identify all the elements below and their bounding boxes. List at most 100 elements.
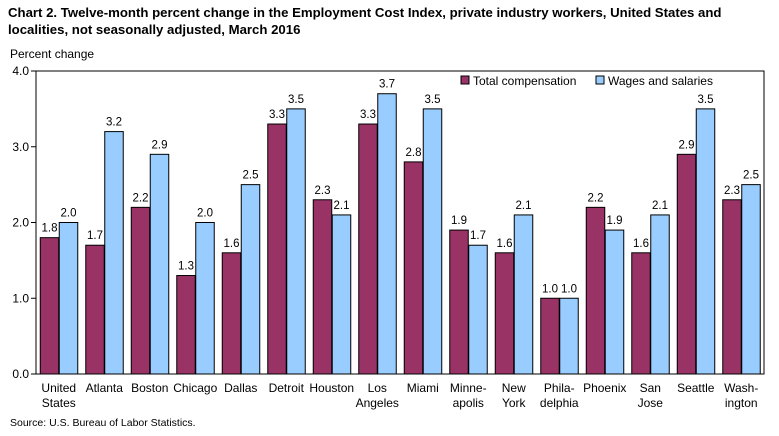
- data-label-wages-and-salaries: 2.0: [197, 208, 213, 220]
- x-tick-label: Minne-: [450, 381, 487, 395]
- bar-total-compensation: [312, 199, 333, 375]
- x-tick-label: Angeles: [356, 396, 399, 410]
- y-tick-label: 0.0: [12, 367, 29, 381]
- bar-wages-and-salaries: [604, 229, 625, 375]
- y-tick-label: 1.0: [12, 291, 29, 305]
- data-label-total-compensation: 1.0: [542, 283, 558, 295]
- bar-total-compensation: [39, 237, 60, 375]
- data-label-total-compensation: 1.6: [633, 238, 649, 250]
- data-label-wages-and-salaries: 2.1: [334, 200, 350, 212]
- data-label-wages-and-salaries: 3.5: [698, 94, 714, 106]
- data-label-total-compensation: 1.9: [451, 215, 467, 227]
- bar-wages-and-salaries: [104, 131, 124, 375]
- data-label-total-compensation: 2.3: [724, 185, 740, 197]
- bar-total-compensation: [494, 252, 515, 375]
- data-label-wages-and-salaries: 1.9: [607, 215, 623, 227]
- data-label-wages-and-salaries: 2.9: [152, 139, 168, 151]
- bar-total-compensation: [176, 275, 196, 375]
- y-tick-label: 3.0: [12, 140, 29, 154]
- x-tick-label: delphia: [540, 396, 579, 410]
- bar-wages-and-salaries: [650, 214, 670, 375]
- x-tick-label: Wash-: [724, 381, 758, 395]
- data-label-total-compensation: 3.3: [360, 109, 376, 121]
- bar-total-compensation: [631, 252, 651, 375]
- source-note: Source: U.S. Bureau of Labor Statistics.: [10, 417, 196, 429]
- x-tick-label: San: [640, 381, 661, 395]
- x-tick-label: New: [502, 381, 526, 395]
- data-label-wages-and-salaries: 2.1: [652, 200, 668, 212]
- chart-title-line-1: Chart 2. Twelve-month percent change in …: [8, 5, 722, 20]
- bar-wages-and-salaries: [513, 214, 534, 375]
- bar-wages-and-salaries: [286, 108, 306, 375]
- data-label-total-compensation: 1.8: [42, 223, 58, 235]
- data-label-total-compensation: 2.2: [133, 192, 149, 204]
- data-label-wages-and-salaries: 1.7: [470, 230, 486, 242]
- data-label-total-compensation: 1.6: [224, 238, 240, 250]
- y-tick-label: 4.0: [12, 64, 29, 78]
- legend-swatch-wages-and-salaries: [595, 75, 605, 85]
- y-tick-label: 2.0: [12, 216, 29, 230]
- x-tick-label: Houston: [309, 381, 354, 395]
- data-label-wages-and-salaries: 2.1: [516, 200, 532, 212]
- x-tick-label: apolis: [453, 396, 484, 410]
- bar-total-compensation: [403, 161, 424, 375]
- data-label-total-compensation: 2.9: [679, 139, 695, 151]
- data-label-total-compensation: 3.3: [269, 109, 285, 121]
- bar-total-compensation: [722, 199, 742, 375]
- bar-wages-and-salaries: [559, 297, 579, 375]
- x-tick-label: Boston: [131, 381, 168, 395]
- data-label-total-compensation: 1.7: [87, 230, 103, 242]
- x-tick-label: Phoenix: [583, 381, 626, 395]
- bar-total-compensation: [676, 153, 697, 375]
- x-tick-label: Phila-: [544, 381, 575, 395]
- bar-total-compensation: [358, 123, 378, 375]
- bar-total-compensation: [221, 252, 242, 375]
- x-tick-label: Atlanta: [86, 381, 124, 395]
- x-tick-label: Los: [368, 381, 387, 395]
- data-label-wages-and-salaries: 3.2: [106, 117, 122, 129]
- x-tick-label: United: [41, 381, 76, 395]
- x-tick-label: Detroit: [269, 381, 305, 395]
- bar-wages-and-salaries: [695, 108, 716, 375]
- data-label-wages-and-salaries: 3.5: [425, 94, 441, 106]
- chart-title: Chart 2. Twelve-month percent change in …: [8, 4, 778, 38]
- data-label-wages-and-salaries: 2.5: [243, 170, 259, 182]
- bar-total-compensation: [540, 297, 560, 375]
- bar-total-compensation: [130, 206, 151, 375]
- data-label-total-compensation: 1.3: [178, 261, 194, 273]
- bar-total-compensation: [449, 229, 469, 375]
- legend-label-wages-and-salaries: Wages and salaries: [608, 74, 713, 88]
- x-tick-label: Miami: [407, 381, 439, 395]
- bar-wages-and-salaries: [741, 184, 761, 375]
- data-label-wages-and-salaries: 3.7: [379, 79, 395, 91]
- data-label-total-compensation: 1.6: [497, 238, 513, 250]
- x-tick-label: York: [502, 396, 527, 410]
- bar-wages-and-salaries: [422, 108, 443, 375]
- bar-total-compensation: [585, 206, 606, 375]
- legend-label-total-compensation: Total compensation: [473, 74, 576, 88]
- data-label-wages-and-salaries: 2.5: [743, 170, 759, 182]
- legend-swatch-total-compensation: [460, 75, 470, 85]
- x-tick-label: Seattle: [677, 381, 715, 395]
- x-tick-label: ington: [725, 396, 758, 410]
- bar-total-compensation: [267, 123, 287, 375]
- data-label-wages-and-salaries: 3.5: [288, 94, 304, 106]
- bar-wages-and-salaries: [149, 153, 170, 375]
- chart-title-line-2: localities, not seasonally adjusted, Mar…: [8, 22, 301, 37]
- x-tick-label: Jose: [638, 396, 664, 410]
- data-label-total-compensation: 2.3: [315, 185, 331, 197]
- x-tick-label: Dallas: [224, 381, 257, 395]
- x-tick-label: States: [42, 396, 76, 410]
- bar-wages-and-salaries: [331, 214, 352, 375]
- data-label-total-compensation: 2.8: [406, 147, 422, 159]
- data-label-total-compensation: 2.2: [588, 192, 604, 204]
- y-axis-label: Percent change: [10, 47, 95, 61]
- bar-wages-and-salaries: [468, 244, 488, 375]
- data-label-wages-and-salaries: 1.0: [561, 283, 577, 295]
- x-tick-label: Chicago: [173, 381, 217, 395]
- bar-wages-and-salaries: [377, 93, 397, 375]
- data-label-wages-and-salaries: 2.0: [61, 208, 77, 220]
- bar-total-compensation: [85, 244, 105, 375]
- bar-wages-and-salaries: [195, 222, 215, 375]
